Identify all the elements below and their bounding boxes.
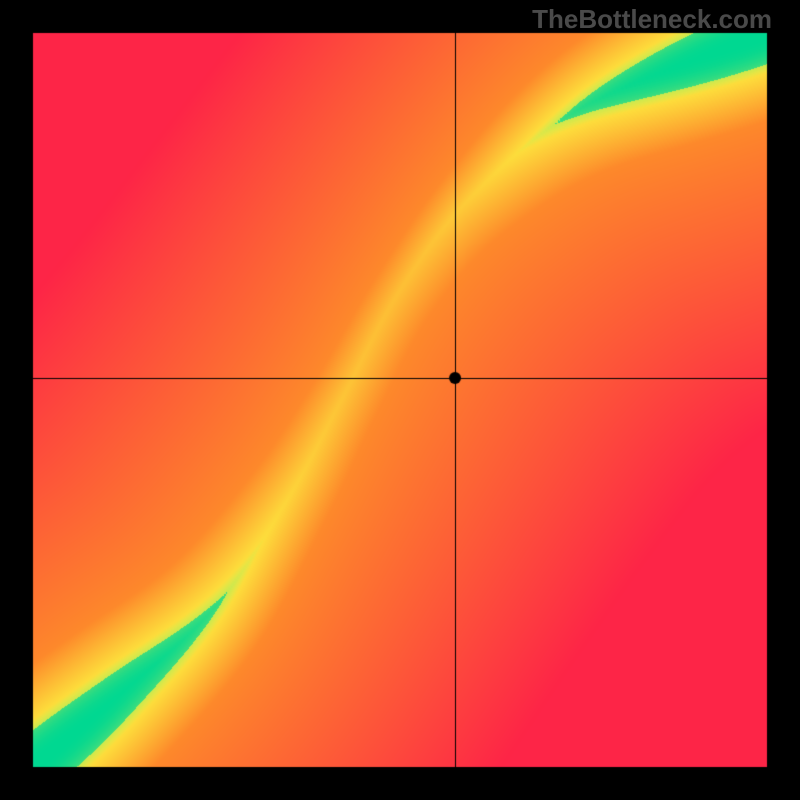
bottleneck-heatmap bbox=[0, 0, 800, 800]
watermark-text: TheBottleneck.com bbox=[532, 4, 772, 35]
